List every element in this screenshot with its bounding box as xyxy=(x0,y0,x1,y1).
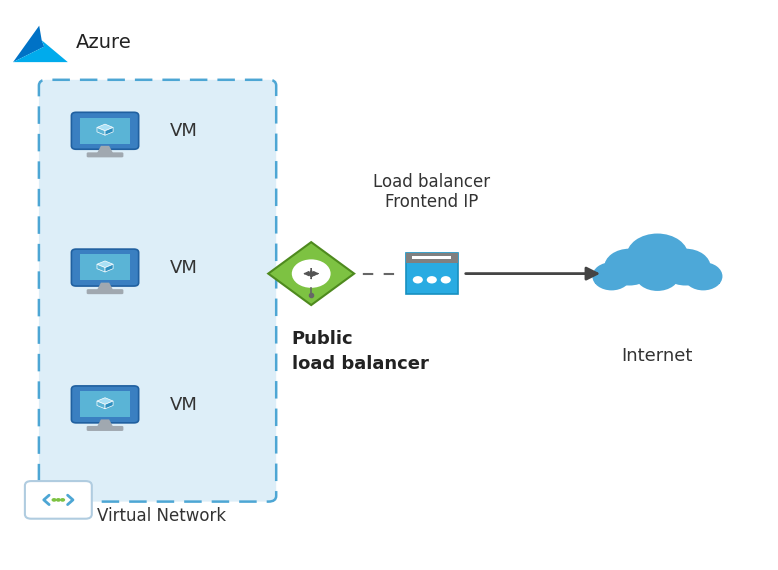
Text: Internet: Internet xyxy=(622,347,693,365)
Polygon shape xyxy=(96,283,114,290)
FancyBboxPatch shape xyxy=(72,249,138,286)
Circle shape xyxy=(56,498,61,502)
Circle shape xyxy=(51,498,57,502)
Circle shape xyxy=(413,276,423,283)
FancyBboxPatch shape xyxy=(39,80,276,502)
FancyBboxPatch shape xyxy=(594,271,720,284)
Polygon shape xyxy=(105,264,113,272)
FancyBboxPatch shape xyxy=(405,253,458,263)
Text: VM: VM xyxy=(170,259,198,277)
FancyBboxPatch shape xyxy=(25,481,92,519)
Circle shape xyxy=(292,259,331,288)
Polygon shape xyxy=(96,420,114,427)
Circle shape xyxy=(605,249,654,286)
FancyBboxPatch shape xyxy=(412,256,451,259)
Circle shape xyxy=(635,258,680,291)
FancyBboxPatch shape xyxy=(86,289,124,294)
Text: Frontend IP: Frontend IP xyxy=(385,193,478,211)
Polygon shape xyxy=(105,401,113,409)
Circle shape xyxy=(661,249,710,286)
Polygon shape xyxy=(97,128,105,135)
Polygon shape xyxy=(13,40,68,62)
Polygon shape xyxy=(97,261,113,267)
Polygon shape xyxy=(97,401,105,409)
Polygon shape xyxy=(268,242,354,305)
Circle shape xyxy=(592,262,631,290)
Text: load balancer: load balancer xyxy=(292,355,429,373)
Polygon shape xyxy=(97,124,113,131)
FancyBboxPatch shape xyxy=(405,253,458,294)
Text: Public: Public xyxy=(292,330,353,348)
Circle shape xyxy=(60,498,65,502)
FancyBboxPatch shape xyxy=(80,254,130,280)
FancyBboxPatch shape xyxy=(72,112,138,149)
Circle shape xyxy=(626,234,689,279)
FancyBboxPatch shape xyxy=(72,386,138,423)
Circle shape xyxy=(426,276,437,283)
Text: Virtual Network: Virtual Network xyxy=(97,507,226,525)
Polygon shape xyxy=(96,146,114,153)
Polygon shape xyxy=(13,26,44,62)
Text: Azure: Azure xyxy=(76,33,132,52)
Text: VM: VM xyxy=(170,396,198,414)
Circle shape xyxy=(684,262,723,290)
Text: Load balancer: Load balancer xyxy=(373,173,490,192)
FancyBboxPatch shape xyxy=(86,152,124,157)
FancyBboxPatch shape xyxy=(86,426,124,431)
Circle shape xyxy=(440,276,450,283)
Text: VM: VM xyxy=(170,122,198,140)
FancyBboxPatch shape xyxy=(80,117,130,144)
Polygon shape xyxy=(97,398,113,404)
Polygon shape xyxy=(105,128,113,135)
FancyBboxPatch shape xyxy=(80,391,130,417)
Polygon shape xyxy=(97,264,105,272)
